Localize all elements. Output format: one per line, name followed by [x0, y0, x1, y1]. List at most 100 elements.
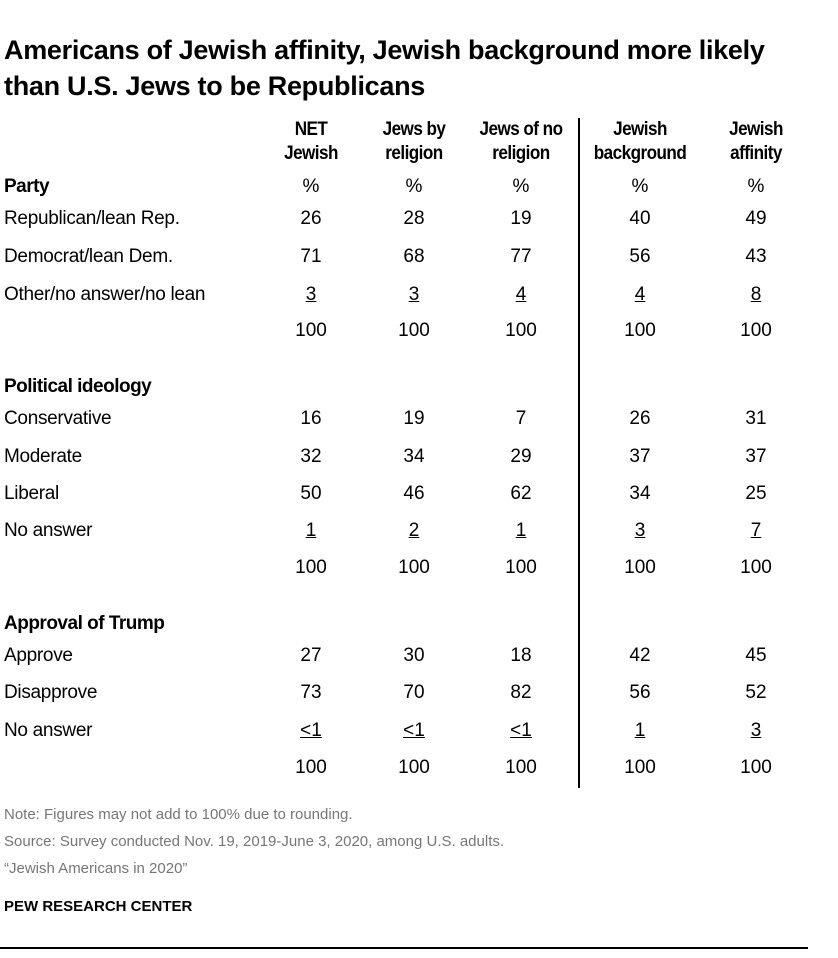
row-label: Moderate — [4, 446, 82, 467]
total-cell: 100 — [295, 757, 327, 778]
column-header: Jews by religion — [360, 118, 468, 166]
data-cell: 31 — [745, 408, 767, 429]
row-label: Approve — [4, 645, 73, 666]
data-cell: 30 — [403, 645, 425, 666]
section-heading: Approval of Trump — [4, 613, 165, 634]
total-cell: 100 — [398, 320, 430, 341]
column-header-line: Jewish — [729, 119, 783, 140]
data-cell: 45 — [745, 645, 767, 666]
data-cell: 43 — [745, 246, 767, 267]
data-cell: 27 — [300, 645, 322, 666]
data-cell: 1 — [634, 720, 646, 741]
total-cell: 100 — [295, 557, 327, 578]
data-cell: 16 — [300, 408, 322, 429]
data-cell: 1 — [305, 520, 317, 541]
data-cell: 26 — [629, 408, 651, 429]
row-label: Disapprove — [4, 682, 98, 703]
data-cell: 34 — [629, 483, 651, 504]
data-cell: 37 — [745, 446, 767, 467]
row-label: Liberal — [4, 483, 59, 504]
column-header: Jewish background — [586, 118, 694, 166]
data-cell: <1 — [403, 720, 425, 741]
data-cell: <1 — [300, 720, 322, 741]
data-cell: 19 — [510, 208, 532, 229]
data-cell: 29 — [510, 446, 532, 467]
data-cell: 3 — [305, 284, 317, 305]
column-header: Jewish affinity — [702, 118, 810, 166]
total-cell: 100 — [624, 557, 656, 578]
data-cell: 56 — [629, 682, 651, 703]
unit-label: % — [405, 176, 423, 197]
data-cell: 4 — [634, 284, 646, 305]
data-cell: 62 — [510, 483, 532, 504]
section-heading: Political ideology — [4, 376, 152, 397]
source: Source: Survey conducted Nov. 19, 2019-J… — [4, 833, 505, 850]
unit-label: % — [747, 176, 765, 197]
chart-title: Americans of Jewish affinity, Jewish bac… — [4, 35, 765, 101]
note: Note: Figures may not add to 100% due to… — [4, 806, 353, 823]
data-cell: 32 — [300, 446, 322, 467]
data-cell: 42 — [629, 645, 651, 666]
column-header-line: affinity — [730, 143, 782, 164]
data-cell: 18 — [510, 645, 532, 666]
total-cell: 100 — [398, 757, 430, 778]
unit-label: % — [512, 176, 530, 197]
data-cell: 3 — [634, 520, 646, 541]
data-cell: 1 — [515, 520, 527, 541]
brand-logo-text: PEW RESEARCH CENTER — [4, 898, 193, 915]
report-title: “Jewish Americans in 2020” — [4, 860, 188, 877]
unit-label: % — [631, 176, 649, 197]
bottom-rule — [0, 947, 808, 949]
data-cell: 52 — [745, 682, 767, 703]
data-cell: 68 — [403, 246, 425, 267]
total-cell: 100 — [740, 757, 772, 778]
total-cell: 100 — [624, 757, 656, 778]
data-cell: 28 — [403, 208, 425, 229]
column-header-line: religion — [492, 143, 550, 164]
total-cell: 100 — [505, 320, 537, 341]
total-cell: 100 — [398, 557, 430, 578]
data-cell: 50 — [300, 483, 322, 504]
column-header-line: background — [593, 143, 687, 164]
unit-label: % — [302, 176, 320, 197]
total-cell: 100 — [505, 757, 537, 778]
data-cell: 40 — [629, 208, 651, 229]
data-cell: 46 — [403, 483, 425, 504]
section-heading: Party — [4, 176, 50, 197]
data-cell: 4 — [515, 284, 527, 305]
column-header-line: Jews of no — [479, 119, 564, 140]
data-cell: 8 — [750, 284, 762, 305]
data-cell: 2 — [408, 520, 420, 541]
row-label: Republican/lean Rep. — [4, 208, 180, 229]
column-header-line: Jews by — [382, 119, 446, 140]
data-cell: 7 — [515, 408, 527, 429]
data-cell: 3 — [408, 284, 420, 305]
row-label: No answer — [4, 720, 93, 741]
column-header: Jews of no religion — [467, 118, 575, 166]
data-cell: 7 — [750, 520, 762, 541]
total-cell: 100 — [740, 320, 772, 341]
data-cell: 3 — [750, 720, 762, 741]
data-cell: <1 — [510, 720, 532, 741]
data-cell: 37 — [629, 446, 651, 467]
row-label: Conservative — [4, 408, 112, 429]
total-cell: 100 — [295, 320, 327, 341]
data-cell: 34 — [403, 446, 425, 467]
row-label: Other/no answer/no lean — [4, 284, 206, 305]
total-cell: 100 — [505, 557, 537, 578]
column-header-line: religion — [385, 143, 443, 164]
data-cell: 56 — [629, 246, 651, 267]
data-cell: 73 — [300, 682, 322, 703]
total-cell: 100 — [624, 320, 656, 341]
row-label: Democrat/lean Dem. — [4, 246, 173, 267]
column-header: NET Jewish — [257, 118, 365, 166]
data-cell: 70 — [403, 682, 425, 703]
column-header-line: NET — [294, 119, 328, 140]
total-cell: 100 — [740, 557, 772, 578]
column-header-line: Jewish — [284, 143, 338, 164]
row-label: No answer — [4, 520, 93, 541]
data-cell: 19 — [403, 408, 425, 429]
data-cell: 82 — [510, 682, 532, 703]
data-cell: 49 — [745, 208, 767, 229]
